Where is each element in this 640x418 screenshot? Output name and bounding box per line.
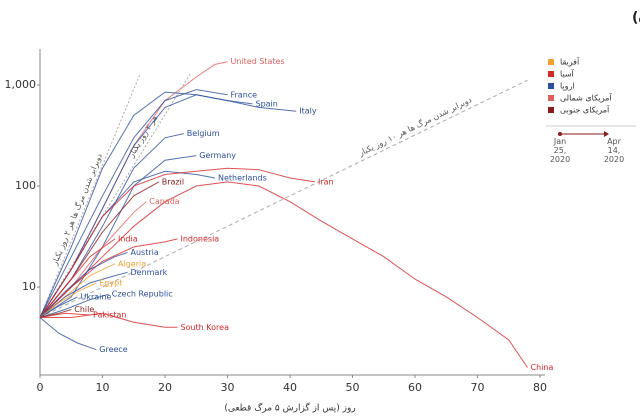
series-label: Greece [99,345,128,354]
series-line [39,61,228,318]
legend-label: آمریکای شمالی [560,93,612,103]
series-line [39,252,128,318]
date-arrow-head [604,131,609,137]
x-axis-label: روز (پس از گزارش ۵ مرگ قطعی) [224,402,355,414]
legend-label: آمریکای جنوبی [560,105,610,115]
date-label: Jan 25, 2020 [550,137,570,164]
reference-line [39,73,141,318]
legend-swatch [548,95,554,101]
x-tick-label: 60 [408,381,422,394]
series-label: India [118,234,138,243]
series-label: Austria [131,248,159,257]
series-label: Netherlands [218,174,267,183]
series-label: Egypt [99,278,122,287]
x-tick-label: 20 [158,381,172,394]
date-label: Apr 14, 2020 [604,137,624,164]
x-tick-label: 80 [533,381,547,394]
legend-label: اروپا [560,82,575,91]
series-line [39,155,197,318]
series-label: Iran [318,177,334,186]
series-label: Spain [256,99,278,108]
x-tick-label: 30 [221,381,235,394]
series-line [39,167,316,318]
x-tick-label: 70 [471,381,485,394]
legend-swatch [548,71,554,77]
series-line [39,238,178,318]
series-label: Denmark [131,268,168,277]
series-line [39,94,297,318]
date-start-dot [558,132,562,136]
y-tick-label: 10 [22,280,36,293]
series-line [39,317,97,351]
series-label: Ukraine [81,292,112,301]
x-tick-label: 10 [96,381,110,394]
reference-label: دوبرابر شدن مرگ ها هر ۱۰ روز یکبار [356,94,473,158]
legend-label: آسیا [560,69,575,79]
series-line [39,312,91,318]
series-line [40,312,178,328]
series-line [39,238,116,318]
reference-line [39,79,528,318]
series-label: Czech Republic [112,290,173,299]
chart-title: نمودار روزانه تعداد مرگ‌های ناشی از بیما… [632,9,640,26]
legend-swatch [548,59,554,65]
series-label: France [231,90,258,99]
series-label: Italy [299,107,317,116]
series-line [39,296,78,318]
series-label: Canada [149,197,180,206]
x-tick-label: 40 [283,381,297,394]
series-label: Belgium [187,129,220,138]
series-label: South Korea [181,323,230,332]
x-tick-label: 50 [346,381,360,394]
series-line [39,282,97,318]
legend-label: آفریقا [560,57,580,67]
y-tick-label: 100 [15,179,36,192]
x-tick-label: 0 [37,381,44,394]
series-label: Germany [199,151,236,160]
series-line [39,181,528,368]
series-label: Brazil [162,177,184,186]
series-line [39,89,228,318]
series-label: United States [231,57,285,66]
series-label: Chile [74,305,94,314]
series-label: Algeria [118,259,146,268]
series-line [39,293,109,318]
legend-swatch [548,83,554,89]
series-label: Indonesia [181,234,220,243]
y-tick-label: 1,000 [5,78,37,91]
series-label: China [531,363,554,372]
legend-swatch [548,107,554,113]
series-line [39,271,128,318]
